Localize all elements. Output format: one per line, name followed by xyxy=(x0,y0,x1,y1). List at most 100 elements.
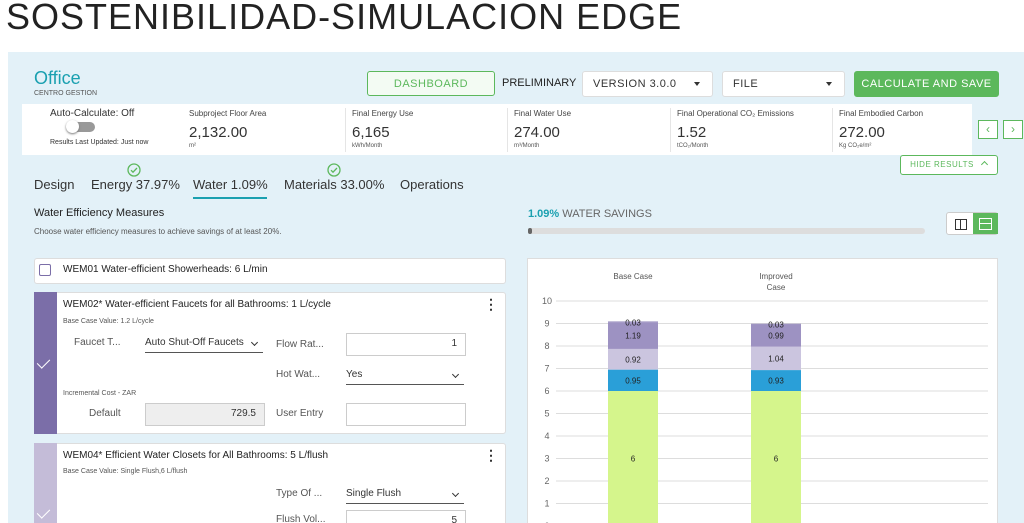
metric-value: 2,132.00 xyxy=(189,124,248,141)
results-strip xyxy=(22,104,972,155)
data-label: 0.93 xyxy=(768,377,784,386)
field-label: User Entry xyxy=(276,408,324,419)
tab[interactable]: Operations xyxy=(400,177,464,192)
select[interactable]: Auto Shut-Off Faucets xyxy=(145,334,263,353)
last-updated: Results Last Updated: Just now xyxy=(50,139,149,146)
savings-track xyxy=(528,228,925,234)
bar-segment xyxy=(608,391,658,523)
y-tick-label: 2 xyxy=(544,476,549,486)
metric-label: Subproject Floor Area xyxy=(189,109,267,118)
metric-label: Final Operational CO₂ Emissions xyxy=(677,109,794,118)
input[interactable] xyxy=(346,403,466,426)
check-icon xyxy=(327,163,341,177)
metric-label: Final Water Use xyxy=(514,109,572,118)
divider xyxy=(507,108,508,152)
file-dropdown[interactable]: FILE xyxy=(722,71,845,97)
metric-label: Final Embodied Carbon xyxy=(839,109,924,118)
field-label: Type Of ... xyxy=(276,488,323,499)
tab-underline xyxy=(193,197,267,199)
x-category-label: Base Case xyxy=(613,272,653,281)
tab[interactable]: Materials 33.00% xyxy=(284,177,385,192)
page-title: SOSTENIBILIDAD-SIMULACION EDGE xyxy=(6,0,683,37)
dashboard-button[interactable]: DASHBOARD xyxy=(367,71,495,96)
chart: 0 1 2 3 4 5 6 7 8 9 10 6 0.95 0.92 1.19 0.03 6 0.93 1.04 0.… xyxy=(542,296,988,523)
y-tick-label: 7 xyxy=(544,364,549,374)
checkbox[interactable] xyxy=(39,264,51,276)
base-value: Base Case Value: Single Flush,6 L/flush xyxy=(63,468,188,475)
tab-active[interactable]: Water 1.09% xyxy=(193,177,268,192)
metric-unit: m³/Month xyxy=(514,143,540,149)
measure-title: WEM04* Efficient Water Closets for All B… xyxy=(63,450,329,461)
metric-unit: tCO₂/Month xyxy=(677,143,709,149)
bar-segment xyxy=(751,323,801,325)
field-label: Default xyxy=(89,408,121,419)
metric-label: Final Energy Use xyxy=(352,109,414,118)
y-tick-label: 6 xyxy=(544,386,549,396)
menu[interactable]: ⋮ xyxy=(484,296,498,312)
bar-segment xyxy=(608,321,658,323)
metric-value: 274.00 xyxy=(514,124,560,141)
check-icon xyxy=(127,163,141,177)
savings: 1.09% WATER SAVINGS xyxy=(528,208,652,220)
measure-card[interactable] xyxy=(34,258,506,284)
hide-results-button[interactable]: HIDE RESULTS xyxy=(900,155,998,175)
data-label: 0.03 xyxy=(768,321,784,330)
data-label: 6 xyxy=(631,455,636,464)
data-label: 0.03 xyxy=(625,318,641,327)
selected-strip[interactable] xyxy=(34,443,57,523)
y-tick-label: 1 xyxy=(544,499,549,509)
chart-panel: 0 1 2 3 4 5 6 7 8 9 10 6 0.95 0.92 1.19 0.03 6 0.93 1.04 0.… xyxy=(527,258,998,523)
y-tick-label: 4 xyxy=(544,431,549,441)
select[interactable]: Yes xyxy=(346,366,464,385)
cost-label: Incremental Cost - ZAR xyxy=(63,390,137,397)
bar-segment xyxy=(608,322,658,349)
measure-card xyxy=(34,443,506,523)
savings-value: 1.09% xyxy=(528,208,560,220)
metric-unit: Kg CO₂e/m² xyxy=(839,143,872,149)
bar-segment xyxy=(608,369,658,391)
project-name: Office xyxy=(34,68,81,88)
base-value: Base Case Value: 1.2 L/cycle xyxy=(63,318,154,325)
auto-calc-label: Auto-Calculate: Off xyxy=(50,108,135,119)
auto-calc-toggle[interactable] xyxy=(66,120,95,133)
data-label: 6 xyxy=(774,455,779,464)
project-subtitle: CENTRO GESTION xyxy=(34,90,98,97)
measure-title: WEM01 Water-efficient Showerheads: 6 L/m… xyxy=(63,264,268,275)
divider xyxy=(670,108,671,152)
y-tick-label: 5 xyxy=(544,409,549,419)
data-label: 0.99 xyxy=(768,332,784,341)
data-label: 0.92 xyxy=(625,355,641,364)
metric-unit: m² xyxy=(189,143,196,149)
savings-label: WATER SAVINGS xyxy=(562,208,652,220)
x-category-label: Improved Case xyxy=(759,272,793,292)
y-tick-label: 8 xyxy=(544,341,549,351)
y-tick-label: 10 xyxy=(542,296,552,306)
tab[interactable]: Design xyxy=(34,177,75,192)
input[interactable]: 1 xyxy=(346,333,466,356)
calculate-button[interactable]: CALCULATE AND SAVE xyxy=(854,71,999,97)
bar-segment xyxy=(751,346,801,371)
prev-arrow[interactable]: ‹ xyxy=(978,120,998,139)
metric-unit: kWh/Month xyxy=(352,143,383,149)
view-toggle[interactable] xyxy=(946,212,998,235)
data-label: 1.04 xyxy=(768,354,784,363)
bar-segment xyxy=(751,370,801,391)
input[interactable]: 5 xyxy=(346,510,466,523)
next-arrow[interactable]: › xyxy=(1003,120,1023,139)
divider xyxy=(345,108,346,152)
bar-segment xyxy=(751,324,801,347)
menu[interactable]: ⋮ xyxy=(484,447,498,463)
metric-value: 1.52 xyxy=(677,124,707,141)
bar-segment xyxy=(751,391,801,523)
data-label: 1.19 xyxy=(625,332,641,341)
y-tick-label: 9 xyxy=(544,319,549,329)
version-dropdown[interactable]: VERSION 3.0.0 xyxy=(582,71,713,97)
selected-strip[interactable] xyxy=(34,292,57,434)
y-tick-label: 3 xyxy=(544,454,549,464)
select[interactable]: Single Flush xyxy=(346,485,464,504)
divider xyxy=(832,108,833,152)
section-title: Water Efficiency Measures xyxy=(34,207,165,219)
input-readonly: 729.5 xyxy=(145,403,265,426)
tab[interactable]: Energy 37.97% xyxy=(91,177,180,192)
